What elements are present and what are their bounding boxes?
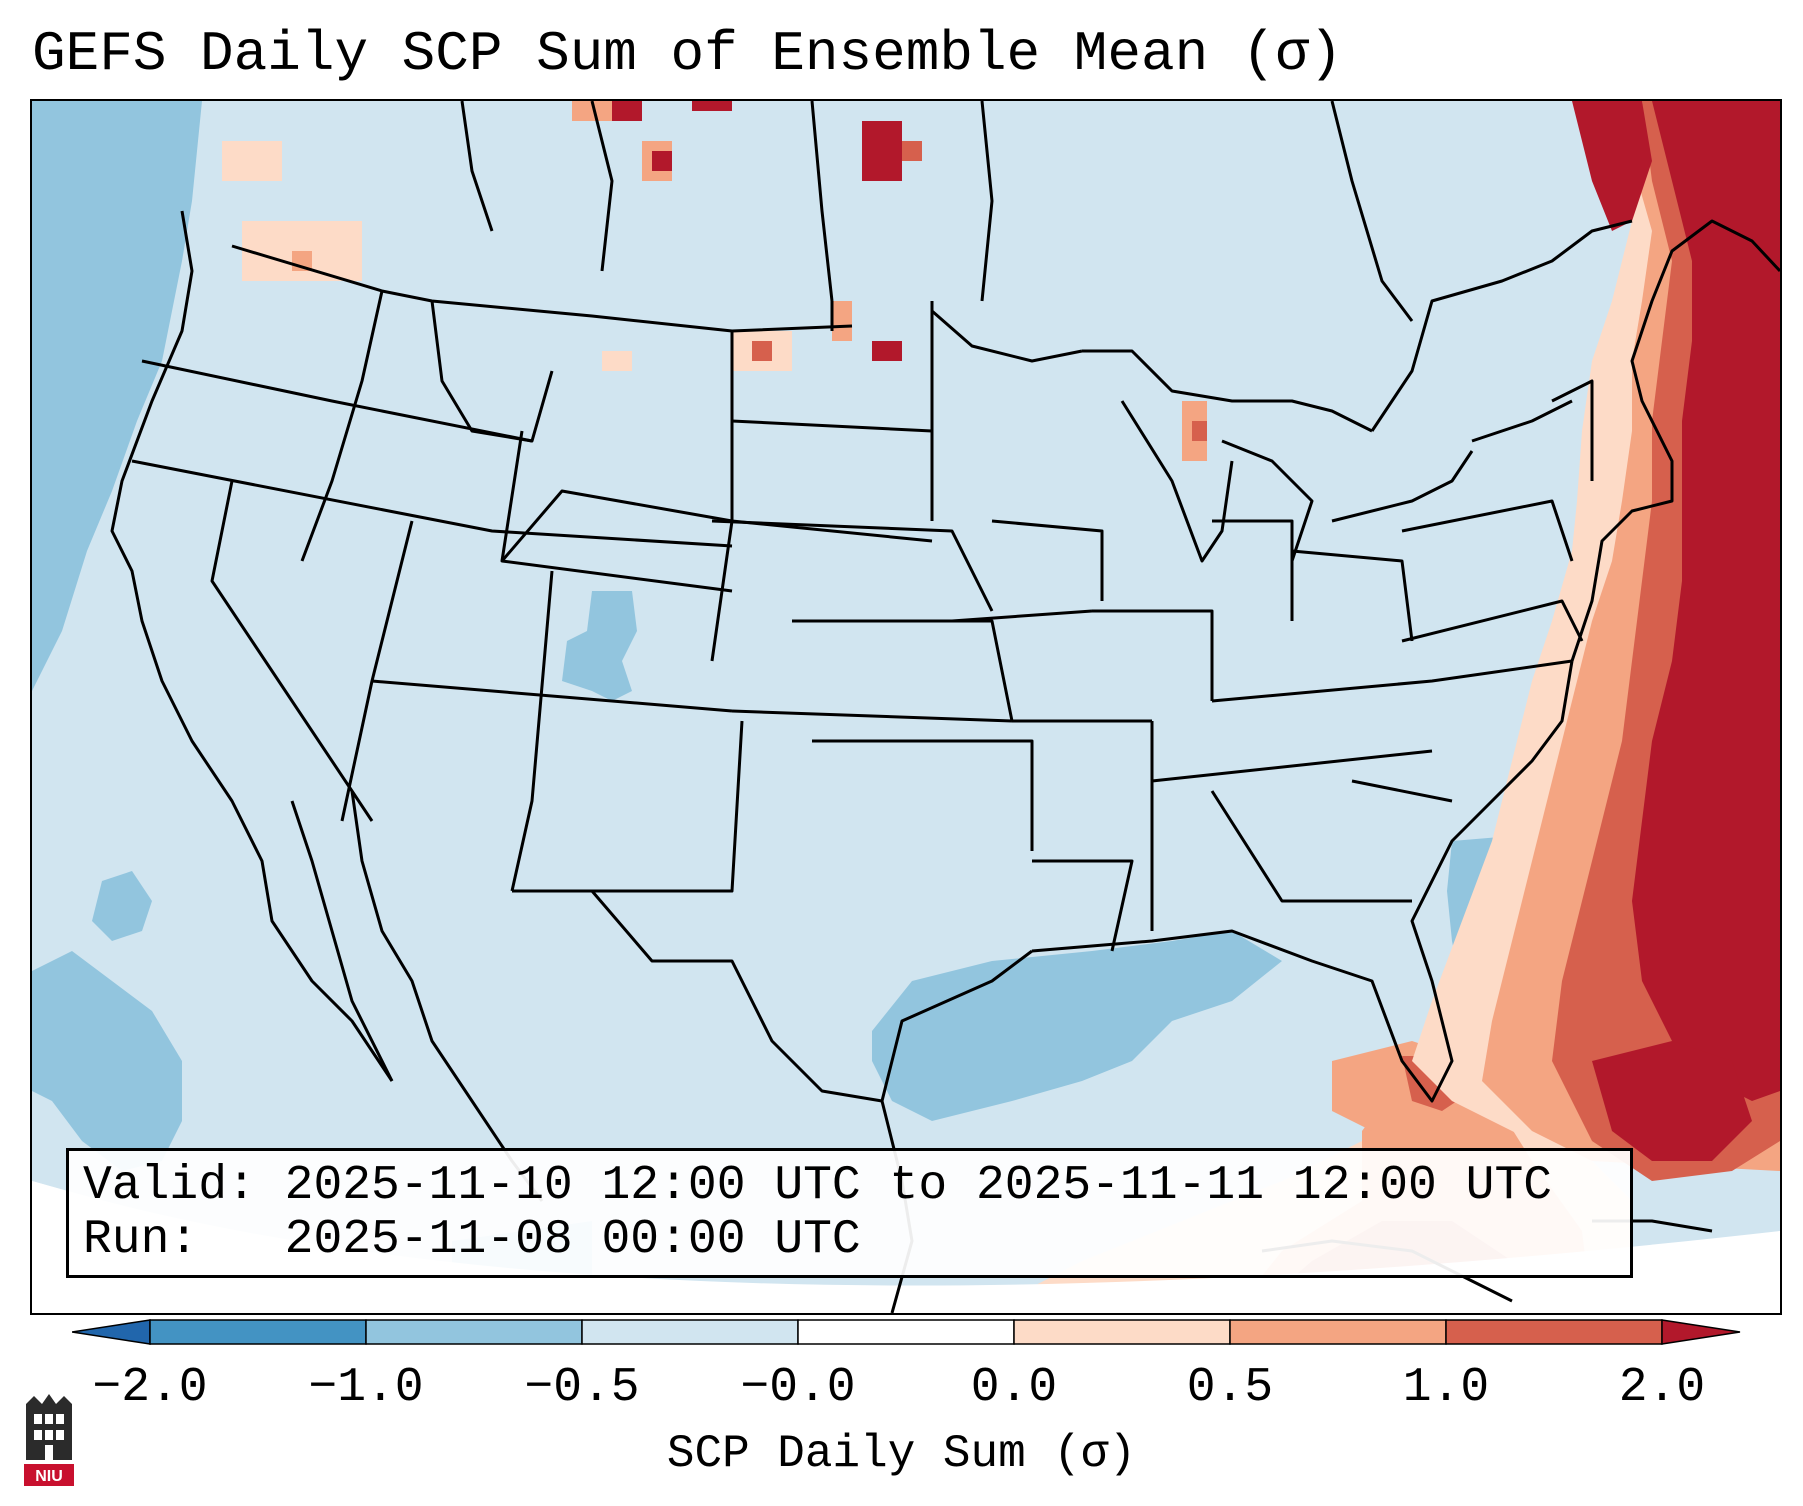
base-field — [32, 101, 1780, 1313]
run-row: Run: 2025-11-08 00:00 UTC — [83, 1213, 1616, 1267]
colorbar-label: SCP Daily Sum (σ) — [666, 1428, 1137, 1480]
northern-positive-speckle — [222, 101, 1207, 461]
colorbar-tick-7: 1.0 — [1402, 1361, 1490, 1415]
caribbean-max — [1592, 1041, 1752, 1161]
colorbar-bin-3 — [581, 1319, 799, 1345]
colorbar-tick-6: 0.5 — [1186, 1361, 1274, 1415]
valid-row: Valid: 2025-11-10 12:00 UTC to 2025-11-1… — [83, 1159, 1616, 1213]
colorbar-extend-above — [1661, 1319, 1741, 1345]
colorado-negative — [562, 591, 637, 701]
niu-logo: NIU — [24, 1394, 74, 1486]
colorbar-tick-8: 2.0 — [1618, 1361, 1706, 1415]
scp-field-map — [32, 101, 1780, 1313]
sw-pacific-negative — [32, 951, 182, 1171]
colorbar-tick-1: −2.0 — [92, 1361, 208, 1415]
colorbar-tick-2: −1.0 — [308, 1361, 424, 1415]
colorbar-bin-1 — [149, 1319, 367, 1345]
colorbar-tick-3: −0.5 — [524, 1361, 640, 1415]
valid-value: 2025-11-10 12:00 UTC to 2025-11-11 12:00… — [284, 1159, 1553, 1213]
gulf-negative — [872, 931, 1282, 1121]
run-value: 2025-11-08 00:00 UTC — [284, 1213, 861, 1267]
colorbar-tick-5: 0.0 — [970, 1361, 1058, 1415]
map-panel — [30, 99, 1782, 1315]
colorbar-bin-2 — [365, 1319, 583, 1345]
valid-label: Valid: — [83, 1159, 256, 1213]
run-label: Run: — [83, 1213, 199, 1267]
map-title: GEFS Daily SCP Sum of Ensemble Mean (σ) — [32, 22, 1343, 86]
colorbar-bin-5 — [1013, 1319, 1231, 1345]
valid-run-info-box: Valid: 2025-11-10 12:00 UTC to 2025-11-1… — [66, 1148, 1633, 1278]
colorbar — [72, 1319, 1741, 1345]
colorbar-bin-6 — [1229, 1319, 1447, 1345]
atlantic-positive-max-2 — [1572, 101, 1652, 231]
atlantic-positive-max — [1632, 101, 1780, 1101]
colorbar-bin-4 — [797, 1319, 1015, 1345]
colorbar-extend-below — [72, 1319, 151, 1345]
pacific-negative-band — [32, 101, 202, 691]
colorbar-tick-4: −0.0 — [740, 1361, 856, 1415]
logo-text: NIU — [35, 1468, 63, 1485]
colorbar-bin-7 — [1445, 1319, 1663, 1345]
outside-domain — [32, 1181, 1780, 1313]
sw-pacific-negative-2 — [92, 871, 152, 941]
